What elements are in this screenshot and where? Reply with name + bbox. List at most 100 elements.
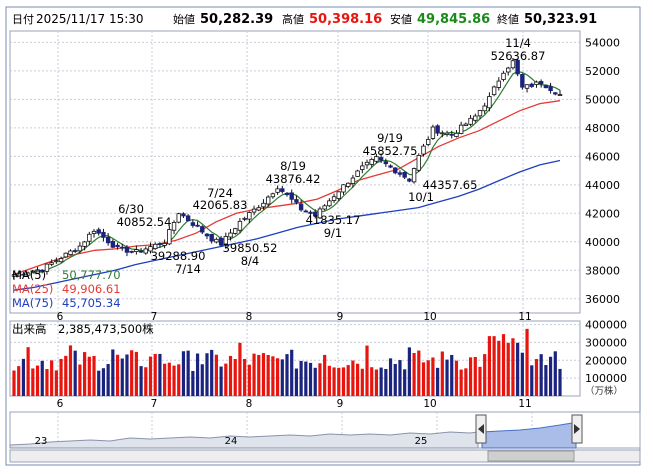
candle-body	[49, 262, 54, 265]
low-label: 安値	[390, 12, 412, 26]
volume-bar	[431, 357, 435, 396]
candle-body	[101, 231, 106, 238]
volume-bar	[501, 334, 506, 396]
volume-axis-ticks: 100000 200000 300000 400000	[585, 319, 627, 386]
annotation-date-a7: 9/19	[377, 131, 403, 145]
candle-body	[129, 250, 134, 253]
candle-body	[16, 272, 21, 277]
volume-bar	[64, 355, 68, 396]
annotation-value-a8: 44357.65	[423, 178, 478, 192]
chevron-left-icon	[478, 424, 484, 434]
volume-bar	[45, 369, 49, 396]
volume-bar	[450, 354, 454, 396]
candle-body	[360, 165, 365, 170]
candle-body	[501, 72, 506, 80]
volume-bar	[417, 350, 421, 396]
volume-bar	[191, 370, 195, 396]
ma5-legend-label: MA(5)	[12, 268, 46, 282]
volume-month-tick-label: 9	[337, 398, 344, 410]
ma75-series	[13, 159, 561, 291]
candle-body	[223, 236, 229, 246]
month-tick-label: 10	[423, 311, 436, 323]
candle-body	[327, 200, 332, 207]
volume-bar	[68, 345, 73, 396]
high-label: 高値	[282, 12, 304, 26]
volume-bar	[153, 353, 157, 396]
candle-body	[115, 244, 120, 248]
candle-body	[91, 230, 97, 234]
candle-body	[270, 193, 276, 198]
volume-bar	[351, 360, 355, 396]
candle-body	[557, 94, 563, 96]
volume-bar	[285, 354, 289, 396]
volume-bar	[181, 351, 186, 396]
candle-body	[515, 59, 520, 75]
close-value: 50,323.91	[524, 12, 597, 27]
candle-body	[345, 182, 351, 187]
candle-body	[435, 125, 440, 134]
annotation-date-a9: 11/4	[505, 36, 531, 50]
candle-body	[110, 241, 116, 248]
price-tick-label: 48000	[585, 122, 620, 135]
volume-bar	[341, 367, 346, 396]
volume-bar	[487, 336, 491, 396]
candle-body	[233, 228, 238, 234]
candle-body	[473, 115, 478, 121]
candle-body	[298, 203, 304, 211]
volume-bar	[530, 365, 534, 396]
candlestick-series	[11, 58, 563, 280]
volume-month-tick-label: 7	[151, 398, 158, 410]
high-value: 50,398.16	[309, 12, 382, 27]
volume-bar	[195, 353, 200, 396]
volume-bar	[101, 368, 106, 396]
candle-body	[430, 126, 436, 139]
volume-bar	[271, 356, 275, 396]
candle-body	[44, 263, 50, 272]
open-value: 50,282.39	[200, 12, 273, 27]
candle-body	[543, 85, 549, 89]
volume-tick-label: 200000	[585, 354, 627, 367]
volume-label: 出来高	[12, 322, 47, 336]
price-tick-label: 36000	[585, 293, 620, 306]
volume-bar	[87, 356, 91, 396]
candle-body	[534, 81, 539, 85]
candle-body	[284, 192, 290, 196]
volume-bars	[12, 328, 562, 396]
candle-body	[167, 229, 172, 245]
candle-body	[58, 258, 64, 263]
volume-bar	[275, 358, 280, 396]
ma75-legend-label: MA(75)	[12, 296, 53, 310]
candle-body	[482, 105, 487, 112]
candle-body	[54, 260, 59, 263]
overview-label-25: 25	[415, 436, 428, 447]
volume-bar	[544, 365, 548, 396]
candle-body	[463, 123, 469, 126]
scrollbar-track[interactable]	[9, 449, 641, 463]
annotation-date-a1: 6/30	[118, 202, 144, 216]
volume-bar	[26, 347, 30, 396]
month-tick-label: 6	[57, 311, 64, 323]
volume-bar	[40, 360, 44, 396]
date-value: 2025/11/17 15:30	[36, 12, 144, 26]
volume-bar	[403, 369, 407, 396]
volume-month-tick-label: 8	[246, 398, 253, 410]
volume-bar	[407, 347, 411, 396]
candle-body	[251, 208, 257, 213]
volume-bar	[177, 364, 181, 396]
price-tick-label: 44000	[585, 179, 620, 192]
volume-bar	[92, 355, 96, 396]
month-tick-label: 11	[518, 311, 531, 323]
ma25-line	[13, 100, 561, 276]
volume-bar	[59, 358, 63, 396]
candle-body	[261, 202, 266, 208]
candle-body	[444, 132, 450, 135]
candle-body	[364, 161, 370, 166]
volume-bar	[115, 354, 120, 396]
annotation-date-a8: 10/1	[408, 190, 434, 204]
volume-bar	[511, 338, 515, 396]
candle-body	[553, 92, 558, 95]
volume-bar	[167, 362, 171, 396]
candle-body	[317, 208, 323, 219]
scrollbar-thumb[interactable]	[487, 450, 575, 462]
